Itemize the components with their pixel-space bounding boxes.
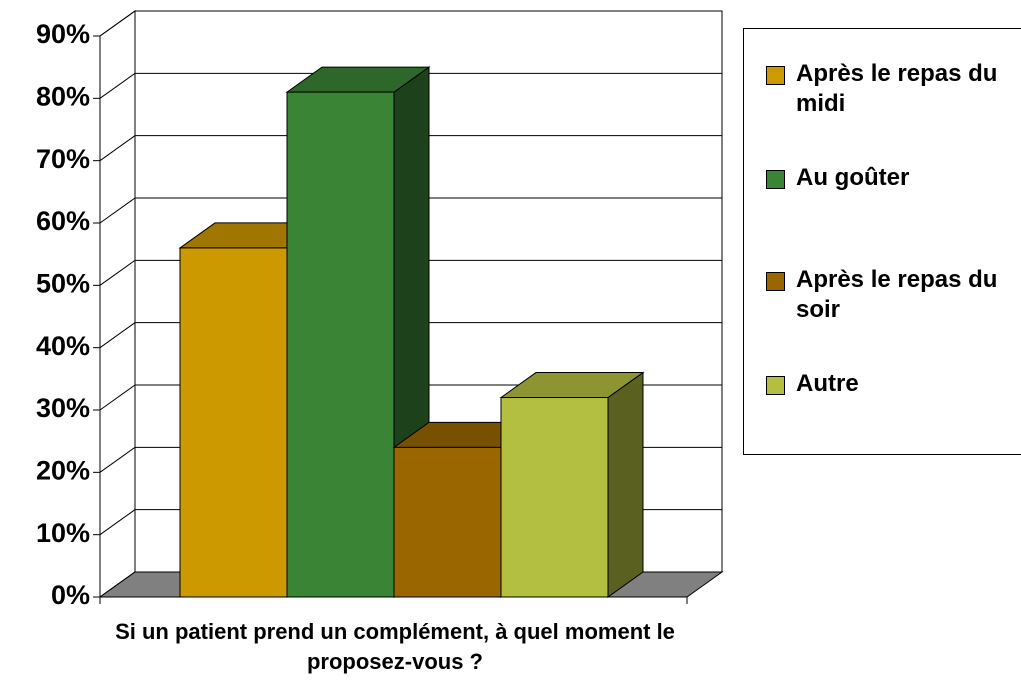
legend-swatch bbox=[766, 170, 785, 189]
bar bbox=[500, 397, 609, 598]
legend: Après le repas du midi Au goûter Après le … bbox=[743, 28, 1021, 455]
legend-label: Au goûter bbox=[796, 164, 910, 191]
y-tick-label: 0% bbox=[51, 580, 90, 610]
bar bbox=[286, 91, 395, 598]
y-tick-label: 40% bbox=[36, 331, 90, 361]
grid-line bbox=[99, 72, 722, 99]
legend-label: Autre bbox=[796, 370, 859, 397]
legend-entry: Autre bbox=[766, 369, 1021, 399]
legend-entry: Au goûter bbox=[766, 163, 1021, 193]
legend-swatch bbox=[766, 66, 785, 85]
y-tick-label: 20% bbox=[36, 455, 90, 485]
side-wall bbox=[99, 10, 136, 598]
bar bbox=[179, 247, 288, 598]
grid-line bbox=[99, 322, 722, 349]
grid-line bbox=[99, 10, 722, 37]
grid-line bbox=[99, 197, 722, 224]
grid-line bbox=[99, 259, 722, 286]
legend-swatch bbox=[766, 272, 785, 291]
grid-line bbox=[99, 135, 722, 162]
y-tick-label: 90% bbox=[36, 19, 90, 49]
x-axis-label: Si un patient prend un complément, à que… bbox=[115, 619, 675, 674]
legend-entry: Après le repas du soir bbox=[766, 265, 1021, 325]
y-tick-label: 70% bbox=[36, 144, 90, 174]
legend-entry: Après le repas du midi bbox=[766, 59, 1021, 119]
bar bbox=[393, 446, 502, 598]
y-tick-label: 50% bbox=[36, 268, 90, 298]
y-tick-label: 30% bbox=[36, 393, 90, 423]
legend-label: Après le repas du midi bbox=[796, 60, 998, 117]
y-tick-label: 10% bbox=[36, 518, 90, 548]
legend-label: Après le repas du soir bbox=[796, 266, 998, 323]
bar-side bbox=[607, 371, 644, 598]
y-tick-label: 60% bbox=[36, 206, 90, 236]
y-tick-label: 80% bbox=[36, 81, 90, 111]
legend-swatch bbox=[766, 376, 785, 395]
